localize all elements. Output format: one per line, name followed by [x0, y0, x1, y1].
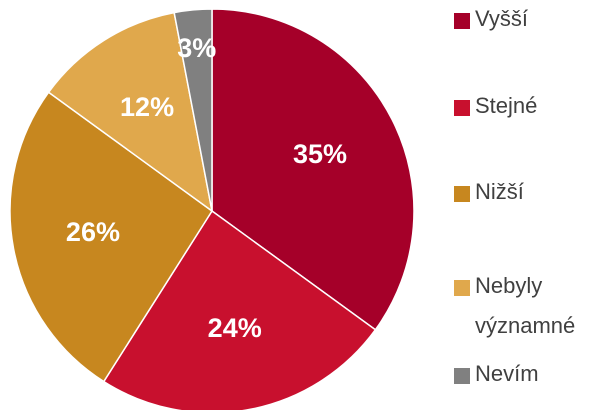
pie-slice	[173, 8, 213, 212]
legend-item: Nižší	[454, 179, 613, 212]
legend-label: Nevím	[475, 361, 539, 386]
legend-swatch	[454, 368, 470, 384]
pie-slice	[9, 91, 214, 383]
legend-item: Vyšší	[454, 6, 613, 39]
slice-label: 24%	[208, 313, 262, 343]
pie-slice	[211, 8, 415, 331]
legend-label: Vyšší	[475, 6, 528, 31]
legend-swatch	[454, 13, 470, 29]
legend-item: Nebyly významné	[454, 273, 613, 346]
legend-label: Nebyly významné	[475, 273, 576, 338]
legend-swatch	[454, 186, 470, 202]
legend-swatch	[454, 100, 470, 116]
slice-label: 35%	[293, 139, 347, 169]
legend-item: Nevím	[454, 361, 613, 394]
legend-label: Stejné	[475, 93, 538, 118]
legend-item: Stejné	[454, 93, 613, 126]
legend-swatch	[454, 280, 470, 296]
slice-label: 3%	[177, 33, 216, 63]
pie-slice	[102, 209, 377, 410]
pie-slice	[47, 11, 214, 213]
legend-label: Nižší	[475, 179, 524, 204]
slice-label: 12%	[120, 92, 174, 122]
slice-label: 26%	[66, 217, 120, 247]
